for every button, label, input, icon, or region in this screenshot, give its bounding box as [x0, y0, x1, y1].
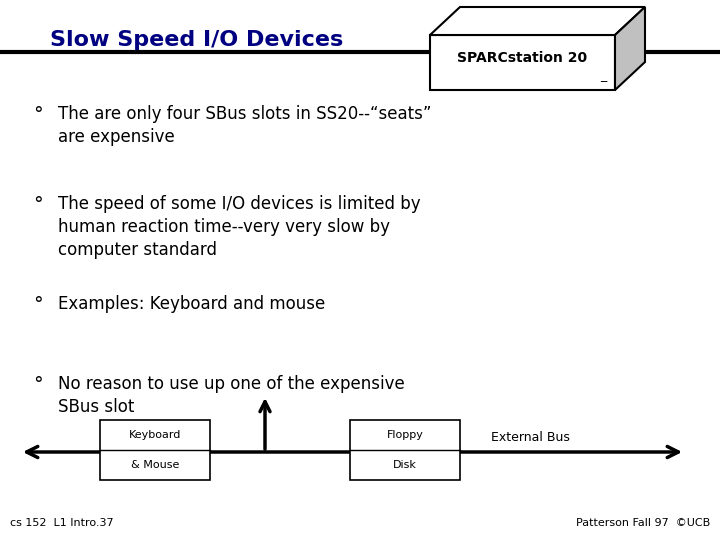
Text: _: _	[600, 69, 606, 82]
Text: SPARCstation 20: SPARCstation 20	[457, 51, 588, 65]
Text: °: °	[33, 375, 43, 394]
Text: The are only four SBus slots in SS20--“seats”
are expensive: The are only four SBus slots in SS20--“s…	[58, 105, 431, 146]
Text: The speed of some I/O devices is limited by
human reaction time--very very slow : The speed of some I/O devices is limited…	[58, 195, 420, 259]
Bar	[350, 420, 460, 480]
Polygon shape	[615, 7, 645, 90]
Bar	[100, 420, 210, 480]
Text: °: °	[33, 295, 43, 314]
Text: Floppy: Floppy	[387, 430, 423, 440]
Text: Patterson Fall 97  ©UCB: Patterson Fall 97 ©UCB	[576, 518, 710, 528]
Text: & Mouse: & Mouse	[131, 460, 179, 470]
Text: °: °	[33, 105, 43, 124]
Text: Examples: Keyboard and mouse: Examples: Keyboard and mouse	[58, 295, 325, 313]
Text: Disk: Disk	[393, 460, 417, 470]
Bar	[430, 35, 615, 90]
Text: °: °	[33, 195, 43, 214]
Text: External Bus: External Bus	[490, 431, 570, 444]
Text: Keyboard: Keyboard	[129, 430, 181, 440]
Polygon shape	[430, 7, 645, 35]
Text: cs 152  L1 Intro.37: cs 152 L1 Intro.37	[10, 518, 114, 528]
Text: No reason to use up one of the expensive
SBus slot: No reason to use up one of the expensive…	[58, 375, 405, 416]
Text: Slow Speed I/O Devices: Slow Speed I/O Devices	[50, 30, 343, 50]
